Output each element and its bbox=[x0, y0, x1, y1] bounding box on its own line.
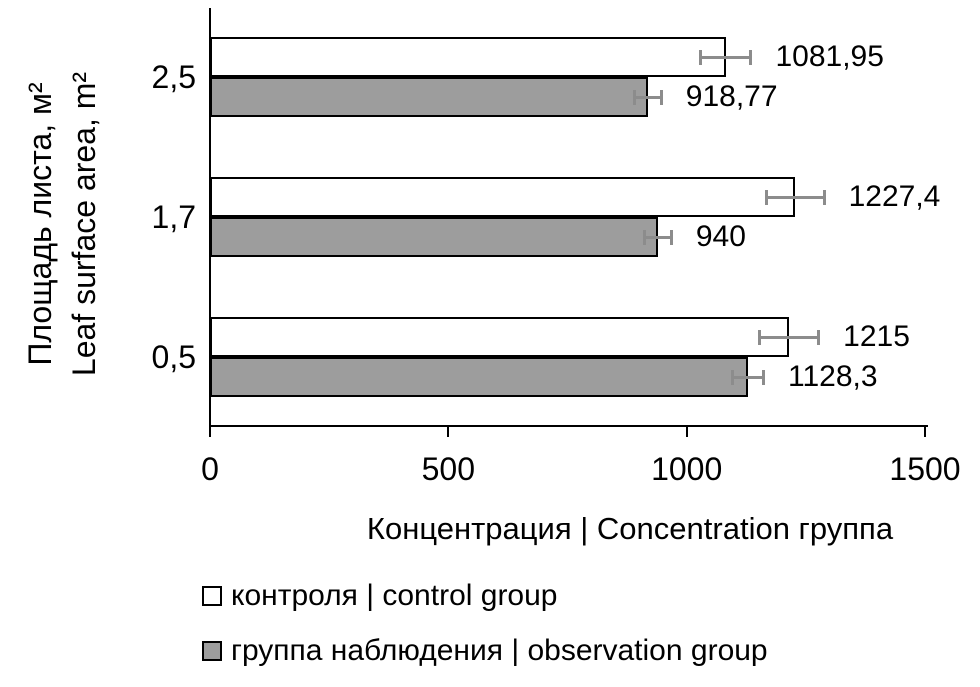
legend-label-observation: группа наблюдения | observation group bbox=[231, 634, 768, 667]
error-bar-cap-right bbox=[749, 50, 753, 65]
x-axis-tick-label-2: 1000 bbox=[651, 451, 723, 487]
legend-item-control: контроля | control group bbox=[202, 581, 557, 611]
value-label-observation-1: 940 bbox=[695, 220, 746, 253]
bar-control-2 bbox=[210, 317, 789, 357]
bar-observation-1 bbox=[210, 217, 658, 257]
category-label: 1,7 bbox=[151, 199, 196, 235]
legend-swatch-observation bbox=[202, 641, 222, 661]
bar-observation-2 bbox=[210, 357, 748, 397]
value-label-control-0: 1081,95 bbox=[775, 40, 884, 73]
error-bar-cap-right bbox=[659, 90, 663, 105]
category-label: 2,5 bbox=[151, 59, 196, 95]
error-bar-observation-1 bbox=[644, 236, 672, 239]
error-bar-cap-left bbox=[730, 370, 734, 385]
bar-control-1 bbox=[210, 177, 795, 217]
x-axis-tick-3 bbox=[924, 427, 926, 437]
category-label: 0,5 bbox=[151, 339, 196, 375]
error-bar-cap-right bbox=[817, 330, 821, 345]
x-axis-tick-2 bbox=[685, 427, 688, 437]
error-bar-cap-right bbox=[822, 190, 826, 205]
x-axis-tick-label-3: 1500 bbox=[889, 451, 961, 487]
error-bar-cap-left bbox=[633, 90, 637, 105]
error-bar-control-1 bbox=[765, 196, 825, 199]
error-bar-observation-2 bbox=[731, 376, 765, 379]
x-axis-line bbox=[209, 425, 928, 427]
value-label-observation-2: 1128,3 bbox=[788, 360, 878, 393]
error-bar-cap-right bbox=[669, 230, 673, 245]
error-bar-cap-right bbox=[762, 370, 766, 385]
error-bar-cap-left bbox=[764, 190, 768, 205]
x-axis-tick-label-1: 500 bbox=[421, 451, 476, 487]
value-label-observation-0: 918,77 bbox=[685, 80, 778, 113]
error-bar-control-0 bbox=[699, 56, 752, 59]
legend-item-observation: группа наблюдения | observation group bbox=[202, 636, 768, 666]
x-axis-tick-0 bbox=[209, 427, 211, 437]
value-label-control-1: 1227,4 bbox=[848, 180, 941, 213]
error-bar-cap-left bbox=[758, 330, 762, 345]
bar-observation-0 bbox=[210, 77, 648, 117]
x-axis-tick-1 bbox=[447, 427, 450, 437]
legend-label-control: контроля | control group bbox=[231, 579, 558, 612]
bar-control-0 bbox=[210, 37, 726, 77]
value-label-control-2: 1215 bbox=[843, 320, 910, 353]
error-bar-cap-left bbox=[643, 230, 647, 245]
y-axis-line bbox=[209, 8, 211, 427]
x-axis-tick-label-0: 0 bbox=[201, 451, 219, 487]
x-axis-title: Концентрация | Concentration группа bbox=[366, 511, 894, 546]
error-bar-control-2 bbox=[759, 336, 820, 339]
error-bar-cap-left bbox=[698, 50, 702, 65]
legend-swatch-control bbox=[202, 586, 222, 606]
error-bar-observation-0 bbox=[634, 96, 662, 99]
